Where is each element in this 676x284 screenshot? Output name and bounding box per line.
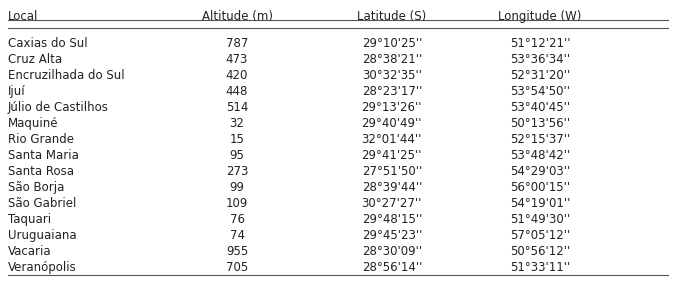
Text: Maquiné: Maquiné [8,117,59,130]
Text: Uruguaiana: Uruguaiana [8,229,77,242]
Text: 32: 32 [230,117,245,130]
Text: 420: 420 [226,69,248,82]
Text: 29°41'25'': 29°41'25'' [362,149,422,162]
Text: 51°12'21'': 51°12'21'' [510,37,571,49]
Text: 50°56'12'': 50°56'12'' [510,245,570,258]
Text: Ijuí: Ijuí [8,85,26,98]
Text: 29°13'26'': 29°13'26'' [362,101,422,114]
Text: 705: 705 [226,261,248,274]
Text: 53°54'50'': 53°54'50'' [510,85,570,98]
Text: 51°33'11'': 51°33'11'' [510,261,570,274]
Text: 448: 448 [226,85,248,98]
Text: 53°36'34'': 53°36'34'' [510,53,570,66]
Text: 30°32'35'': 30°32'35'' [362,69,422,82]
Text: Encruzilhada do Sul: Encruzilhada do Sul [8,69,125,82]
Text: 32°01'44'': 32°01'44'' [362,133,422,146]
Text: 15: 15 [230,133,245,146]
Text: São Gabriel: São Gabriel [8,197,76,210]
Text: 54°29'03'': 54°29'03'' [510,165,570,178]
Text: 74: 74 [230,229,245,242]
Text: Latitude (S): Latitude (S) [357,10,427,23]
Text: 52°31'20'': 52°31'20'' [510,69,570,82]
Text: 273: 273 [226,165,248,178]
Text: Rio Grande: Rio Grande [8,133,74,146]
Text: 109: 109 [226,197,248,210]
Text: 30°27'27'': 30°27'27'' [362,197,422,210]
Text: Veranópolis: Veranópolis [8,261,77,274]
Text: 50°13'56'': 50°13'56'' [510,117,570,130]
Text: Local: Local [8,10,39,23]
Text: 29°45'23'': 29°45'23'' [362,229,422,242]
Text: Cruz Alta: Cruz Alta [8,53,62,66]
Text: 28°23'17'': 28°23'17'' [362,85,422,98]
Text: 52°15'37'': 52°15'37'' [510,133,570,146]
Text: 514: 514 [226,101,248,114]
Text: 56°00'15'': 56°00'15'' [510,181,570,194]
Text: 76: 76 [230,213,245,226]
Text: Júlio de Castilhos: Júlio de Castilhos [8,101,109,114]
Text: Santa Maria: Santa Maria [8,149,79,162]
Text: 28°56'14'': 28°56'14'' [362,261,422,274]
Text: 28°30'09'': 28°30'09'' [362,245,422,258]
Text: 57°05'12'': 57°05'12'' [510,229,570,242]
Text: 955: 955 [226,245,248,258]
Text: 53°40'45'': 53°40'45'' [510,101,570,114]
Text: 29°40'49'': 29°40'49'' [362,117,422,130]
Text: 29°10'25'': 29°10'25'' [362,37,422,49]
Text: Caxias do Sul: Caxias do Sul [8,37,88,49]
Text: Taquari: Taquari [8,213,51,226]
Text: Altitude (m): Altitude (m) [201,10,272,23]
Text: São Borja: São Borja [8,181,64,194]
Text: 28°38'21'': 28°38'21'' [362,53,422,66]
Text: Santa Rosa: Santa Rosa [8,165,74,178]
Text: Vacaria: Vacaria [8,245,52,258]
Text: 787: 787 [226,37,248,49]
Text: 99: 99 [230,181,245,194]
Text: 27°51'50'': 27°51'50'' [362,165,422,178]
Text: 53°48'42'': 53°48'42'' [510,149,570,162]
Text: 29°48'15'': 29°48'15'' [362,213,422,226]
Text: 54°19'01'': 54°19'01'' [510,197,570,210]
Text: Longitude (W): Longitude (W) [498,10,581,23]
Text: 95: 95 [230,149,245,162]
Text: 28°39'44'': 28°39'44'' [362,181,422,194]
Text: 51°49'30'': 51°49'30'' [510,213,570,226]
Text: 473: 473 [226,53,248,66]
